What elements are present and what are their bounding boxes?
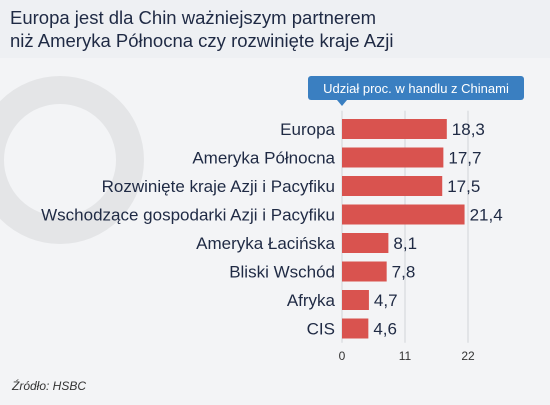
data-label: 4,7 — [374, 291, 398, 310]
legend-label: Udział proc. w handlu z Chinami — [323, 81, 509, 96]
data-label: 18,3 — [452, 120, 485, 139]
chart-panel — [0, 58, 550, 405]
x-tick-label: 0 — [339, 349, 346, 363]
source-note: Źródło: HSBC — [12, 379, 87, 393]
bar — [342, 147, 444, 168]
bar — [342, 290, 369, 310]
bar — [342, 261, 387, 282]
logo-watermark — [0, 76, 144, 244]
data-label: 8,1 — [393, 234, 417, 253]
data-label: 21,4 — [470, 206, 503, 225]
category-label: Ameryka Łacińska — [196, 234, 335, 253]
data-label: 4,6 — [373, 320, 397, 339]
bar — [342, 119, 447, 139]
category-label: Bliski Wschód — [229, 263, 335, 282]
category-label: CIS — [307, 320, 335, 339]
legend-pointer — [337, 100, 347, 106]
chart-title: Europa jest dla Chin ważniejszym partner… — [10, 7, 394, 51]
data-label: 17,7 — [448, 149, 481, 168]
data-label: 17,5 — [447, 177, 480, 196]
x-tick-label: 22 — [461, 349, 475, 363]
x-tick-label: 11 — [399, 349, 412, 363]
data-label: 7,8 — [392, 263, 416, 282]
category-label: Rozwinięte kraje Azji i Pacyfiku — [102, 177, 335, 196]
legend-box — [308, 76, 524, 100]
bar — [342, 204, 465, 225]
category-label: Ameryka Północna — [192, 149, 335, 168]
title-bar: Europa jest dla Chin ważniejszym partner… — [0, 0, 550, 58]
bar — [342, 176, 443, 196]
category-label: Europa — [280, 120, 335, 139]
bar — [342, 318, 369, 339]
category-label: Wschodzące gospodarki Azji i Pacyfiku — [41, 206, 335, 225]
category-label: Afryka — [287, 291, 336, 310]
bar — [342, 233, 389, 253]
